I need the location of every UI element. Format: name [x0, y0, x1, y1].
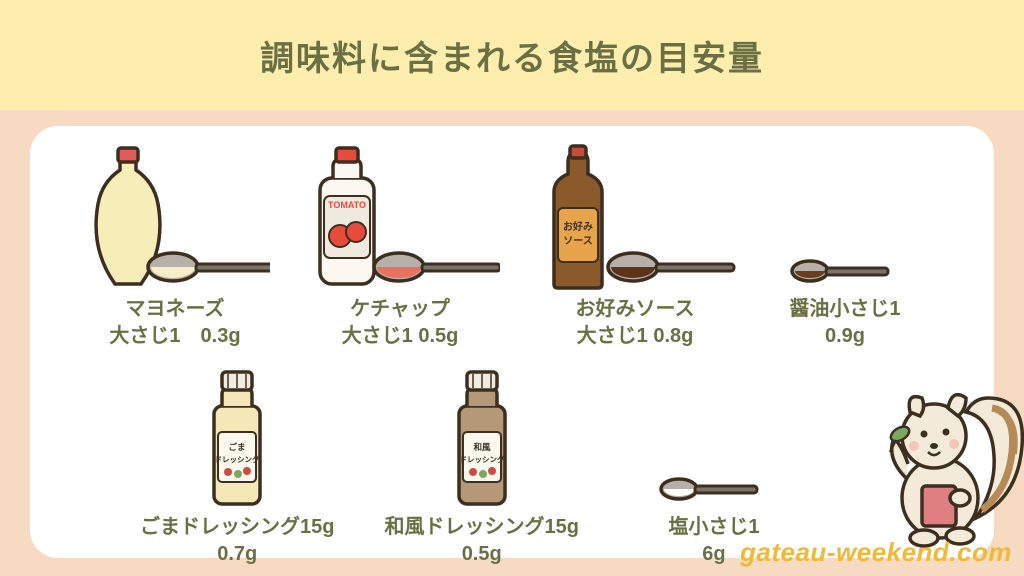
- item-value: 0.5g: [384, 541, 578, 568]
- svg-text:ごま: ごま: [229, 442, 246, 452]
- svg-text:和風: 和風: [473, 442, 491, 452]
- page-title: 調味料に含まれる食塩の目安量: [260, 31, 764, 80]
- ketchup-icon: TOMATO: [300, 144, 500, 294]
- item-label: ケチャップ: [342, 296, 459, 323]
- wafu-icon: 和風 ドレッシング: [437, 362, 527, 512]
- item-label: マヨネーズ: [109, 296, 240, 323]
- item-wafu: 和風 ドレッシング 和風ドレッシング15g 0.5g: [384, 362, 578, 568]
- item-value: 0.9g: [789, 323, 900, 350]
- row-1: マヨネーズ 大さじ1 0.3g TOMATO ケチャップ 大さじ1 0.5g: [80, 144, 974, 350]
- item-value: 0.7g: [140, 541, 334, 568]
- item-mayo: マヨネーズ 大さじ1 0.3g: [80, 144, 270, 350]
- item-okonomi: お好み ソース お好みソース 大さじ1 0.8g: [530, 144, 740, 350]
- svg-text:ドレッシング: ドレッシング: [215, 454, 260, 464]
- svg-text:ドレッシング: ドレッシング: [459, 454, 504, 464]
- svg-text:ソース: ソース: [563, 235, 593, 247]
- item-goma: ごま ドレッシング ごまドレッシング15g 0.7g: [140, 362, 334, 568]
- content-panel: マヨネーズ 大さじ1 0.3g TOMATO ケチャップ 大さじ1 0.5g: [30, 126, 994, 558]
- item-value: 大さじ1 0.5g: [342, 323, 459, 350]
- item-value: 大さじ1 0.8g: [576, 323, 695, 350]
- item-label: 醤油小さじ1: [789, 296, 900, 323]
- header-banner: 調味料に含まれる食塩の目安量: [0, 0, 1024, 110]
- svg-text:お好み: お好み: [563, 220, 593, 233]
- item-value: 大さじ1 0.3g: [109, 323, 240, 350]
- mayo-icon: [80, 144, 270, 294]
- item-label: 和風ドレッシング15g: [384, 514, 578, 541]
- watermark: gateau-weekend.com: [740, 537, 1012, 568]
- body-area: マヨネーズ 大さじ1 0.3g TOMATO ケチャップ 大さじ1 0.5g: [0, 110, 1024, 576]
- okonomi-icon: お好み ソース: [530, 144, 740, 294]
- goma-icon: ごま ドレッシング: [192, 362, 282, 512]
- item-label: ごまドレッシング15g: [140, 514, 334, 541]
- salt-spoon-icon: [649, 362, 779, 512]
- squirrel-mascot-icon: [866, 368, 1024, 548]
- item-ketchup: TOMATO ケチャップ 大さじ1 0.5g: [300, 144, 500, 350]
- item-soy: 醤油小さじ1 0.9g: [780, 144, 910, 350]
- svg-text:TOMATO: TOMATO: [328, 200, 366, 210]
- soy-spoon-icon: [780, 144, 910, 294]
- item-label: お好みソース: [576, 296, 695, 323]
